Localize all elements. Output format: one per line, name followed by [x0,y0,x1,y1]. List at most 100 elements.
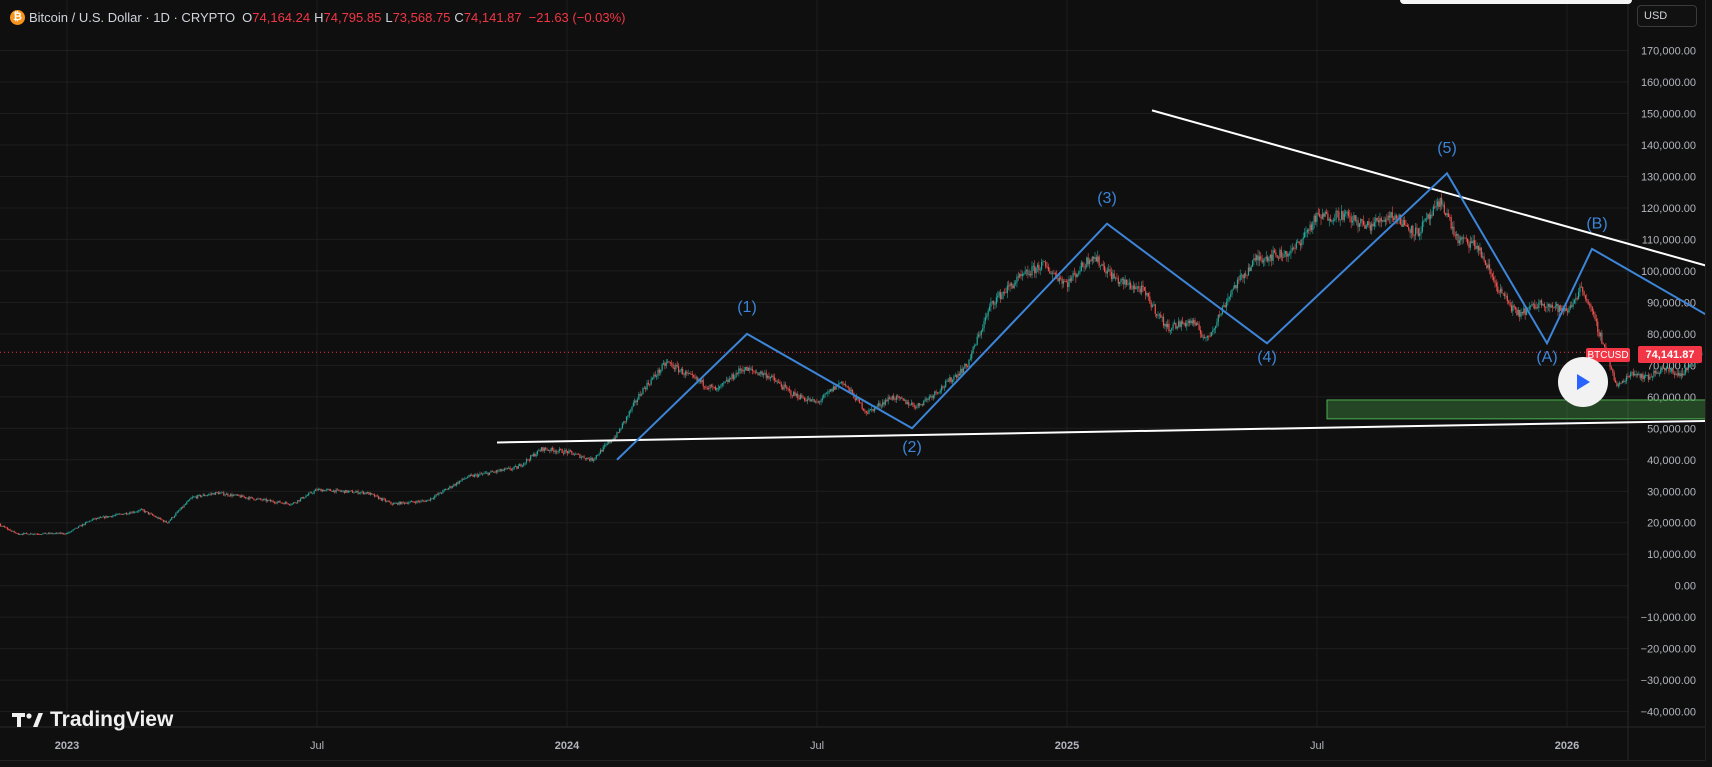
last-price-tag: 74,141.87 [1638,346,1702,363]
candle-body [295,502,297,504]
candle-body [1677,373,1680,376]
candle-body [886,400,888,402]
candle-body [630,410,632,412]
candle-body [1609,360,1611,368]
candle-body [1247,267,1250,276]
candle-body [157,517,159,519]
candle-body [520,464,522,467]
candle-body [336,489,339,491]
candle-body [1468,243,1470,248]
x-tick-label: 2023 [55,740,79,752]
candle-body [1425,218,1428,220]
candle-body [335,489,337,493]
candle-body [494,471,496,473]
candle-body [317,489,319,491]
candle-body [956,375,958,378]
candle-body [512,468,514,470]
candle-body [156,517,158,518]
candle-body [982,328,984,331]
currency-selector[interactable]: USD [1637,5,1697,27]
candle-body [650,379,652,385]
replay-play-button[interactable] [1558,357,1608,407]
candle-body [924,399,926,401]
candle-body [1390,212,1392,218]
candle-body [640,394,643,396]
candle-body [72,529,74,531]
candle-body [1536,307,1539,308]
candle-body [1538,302,1540,308]
candle-body [1440,197,1443,205]
candle-body [986,315,988,318]
candle-body [586,457,588,460]
candle-body [1287,253,1289,257]
candle-body [240,495,243,498]
candle-body [632,402,634,407]
candle-body [1646,374,1648,376]
candle-body [723,382,725,384]
candle-body [609,441,611,443]
tradingview-logo[interactable]: TradingView [12,707,173,733]
candle-body [108,516,110,518]
candle-body [1188,320,1191,324]
candle-body [1443,204,1445,214]
candle-body [53,533,55,535]
candle-body [1508,301,1510,303]
candle-body [1098,256,1100,266]
candle-body [749,367,751,370]
candle-body [116,513,118,515]
candle-body [221,492,224,494]
candle-body [1332,220,1334,222]
candle-body [1076,273,1078,278]
candle-body [314,489,317,491]
candle-body [702,379,704,387]
candle-body [884,400,887,405]
candle-body [1254,258,1256,260]
candle-body [672,364,674,368]
candle-body [635,400,637,403]
candle-body [298,500,300,501]
candle-body [768,375,770,379]
candle-body [1424,218,1426,222]
candle-body [1005,292,1007,294]
candle-body [1093,256,1095,259]
candle-body [439,492,441,494]
candle-body [682,369,684,375]
candle-body [283,503,285,505]
candle-body [690,373,692,375]
candle-body [1010,283,1013,286]
y-tick-label: 60,000.00 [1647,392,1696,404]
candle-body [950,377,952,383]
candle-body [1145,290,1147,296]
candle-body [1269,254,1271,259]
candle-body [124,513,126,514]
candle-body [817,401,819,403]
candle-body [1088,260,1091,265]
candle-body [1467,238,1469,244]
candle-body [799,394,802,400]
candle-body [890,398,892,400]
candle-body [1338,211,1340,221]
candle-body [1416,227,1418,229]
candle-body [521,465,524,467]
candle-body [842,381,844,385]
x-tick-label: Jul [810,740,824,752]
candle-body [839,382,841,384]
candle-body [417,500,419,502]
candle-body [1330,219,1332,222]
candle-body [939,390,941,393]
brand-name: TradingView [50,708,174,731]
candle-body [358,493,360,494]
candle-body [921,404,924,406]
candle-body [864,410,866,412]
candle-body [491,471,493,473]
symbol-legend: ₿ Bitcoin / U.S. Dollar · 1D · CRYPTO O … [10,7,626,27]
candle-body [208,494,210,496]
candle-body [1167,323,1169,328]
candle-body [42,533,44,535]
lower-trendline [496,419,1705,444]
symbol-title[interactable]: Bitcoin / U.S. Dollar · 1D · CRYPTO [29,9,236,25]
candle-body [1246,275,1248,277]
candle-body [606,443,608,445]
candle-body [714,386,717,391]
